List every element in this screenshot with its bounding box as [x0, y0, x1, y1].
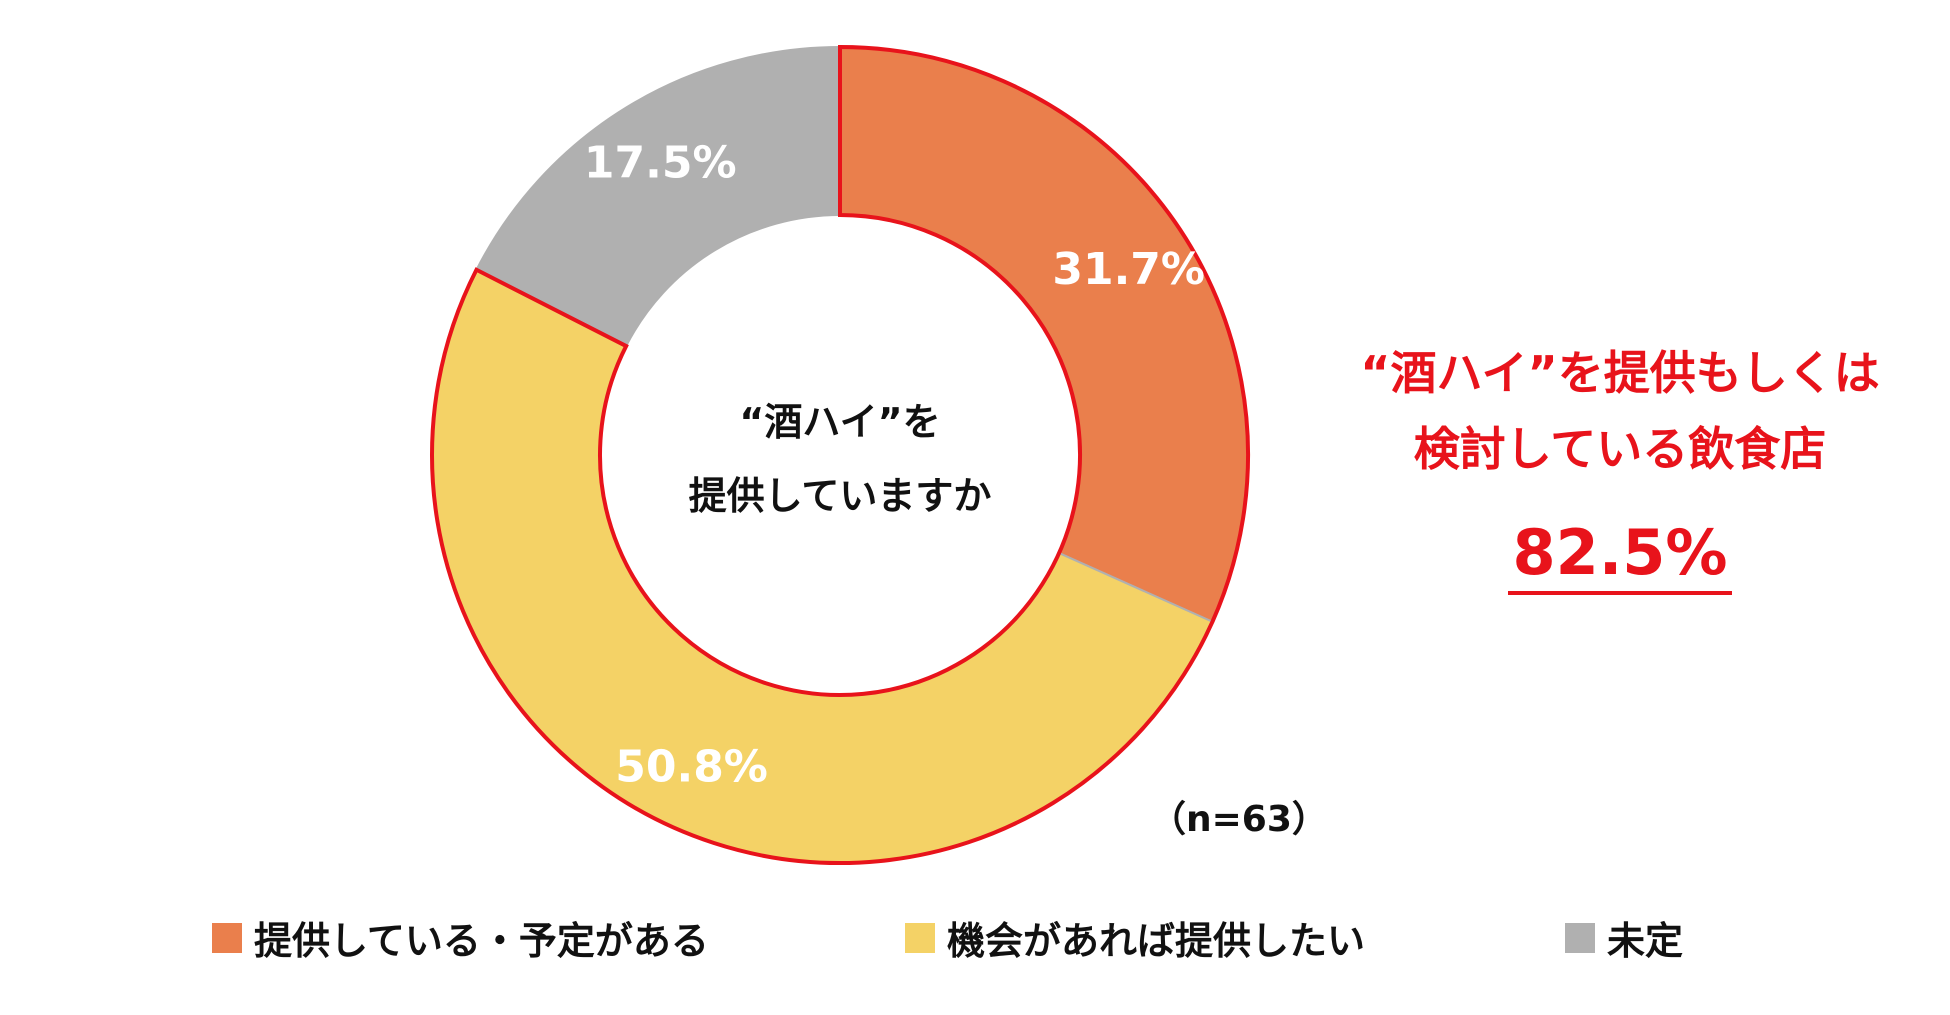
slice-label-2: 17.5%	[584, 138, 737, 189]
callout: “酒ハイ”を提供もしくは 検討している飲食店 82.5%	[1310, 335, 1930, 595]
center-title-line-1: “酒ハイ”を	[739, 400, 941, 444]
callout-line-1: “酒ハイ”を提供もしくは	[1360, 346, 1880, 400]
callout-value: 82.5%	[1508, 517, 1732, 595]
legend-swatch-undecided	[1565, 922, 1595, 953]
highlight-outline	[430, 44, 1250, 865]
legend-label-if-opportunity: 機会があれば提供したい	[947, 919, 1366, 963]
sample-size-note: （n=63）	[1150, 799, 1328, 840]
donut-slice-0	[839, 45, 1249, 624]
legend-label-provide: 提供している・予定がある	[254, 919, 709, 963]
legend-swatch-if-opportunity	[905, 922, 935, 953]
legend-swatch-provide	[212, 922, 242, 953]
legend-label-undecided: 未定	[1607, 919, 1684, 963]
legend-item-provide: 提供している・予定がある	[212, 910, 709, 965]
legend-item-if-opportunity: 機会があれば提供したい	[905, 910, 1365, 965]
chart-center-title: “酒ハイ”を 提供していますか	[590, 385, 1090, 533]
slice-label-1: 50.8%	[615, 741, 768, 792]
callout-line-2: 検討している飲食店	[1413, 422, 1827, 476]
slice-label-0: 31.7%	[1052, 244, 1205, 295]
legend-item-undecided: 未定	[1565, 910, 1683, 965]
center-title-line-2: 提供していますか	[688, 474, 992, 518]
chart-legend: 提供している・予定がある 機会があれば提供したい 未定	[0, 910, 1950, 970]
donut-slice-2	[475, 45, 841, 348]
